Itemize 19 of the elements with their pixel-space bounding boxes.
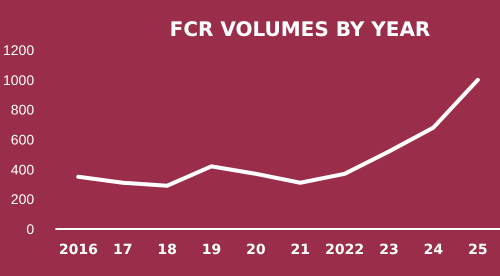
y-tick-label: 200	[10, 191, 34, 208]
x-tick-label: 2022	[325, 242, 364, 258]
x-tick-label: 19	[202, 242, 222, 258]
y-tick-label: 1000	[2, 72, 34, 88]
y-tick-label: 400	[10, 161, 34, 178]
y-tick-label: 600	[10, 132, 34, 148]
x-tick-label: 25	[468, 242, 488, 258]
y-tick-label: 800	[10, 102, 34, 118]
x-tick-label: 17	[112, 242, 132, 258]
x-tick-label: 23	[379, 242, 399, 258]
x-tick-label: 18	[157, 242, 177, 258]
y-tick-label: 1200	[2, 42, 34, 58]
x-tick-label: 20	[246, 242, 266, 258]
line-series	[76, 78, 480, 188]
chart-title: FCR VOLUMES BY YEAR	[170, 17, 430, 41]
x-tick-label: 24	[424, 242, 444, 258]
y-tick-label: 0	[26, 221, 34, 237]
x-tick-label: 2016	[58, 242, 98, 258]
x-tick-label: 21	[290, 242, 310, 258]
